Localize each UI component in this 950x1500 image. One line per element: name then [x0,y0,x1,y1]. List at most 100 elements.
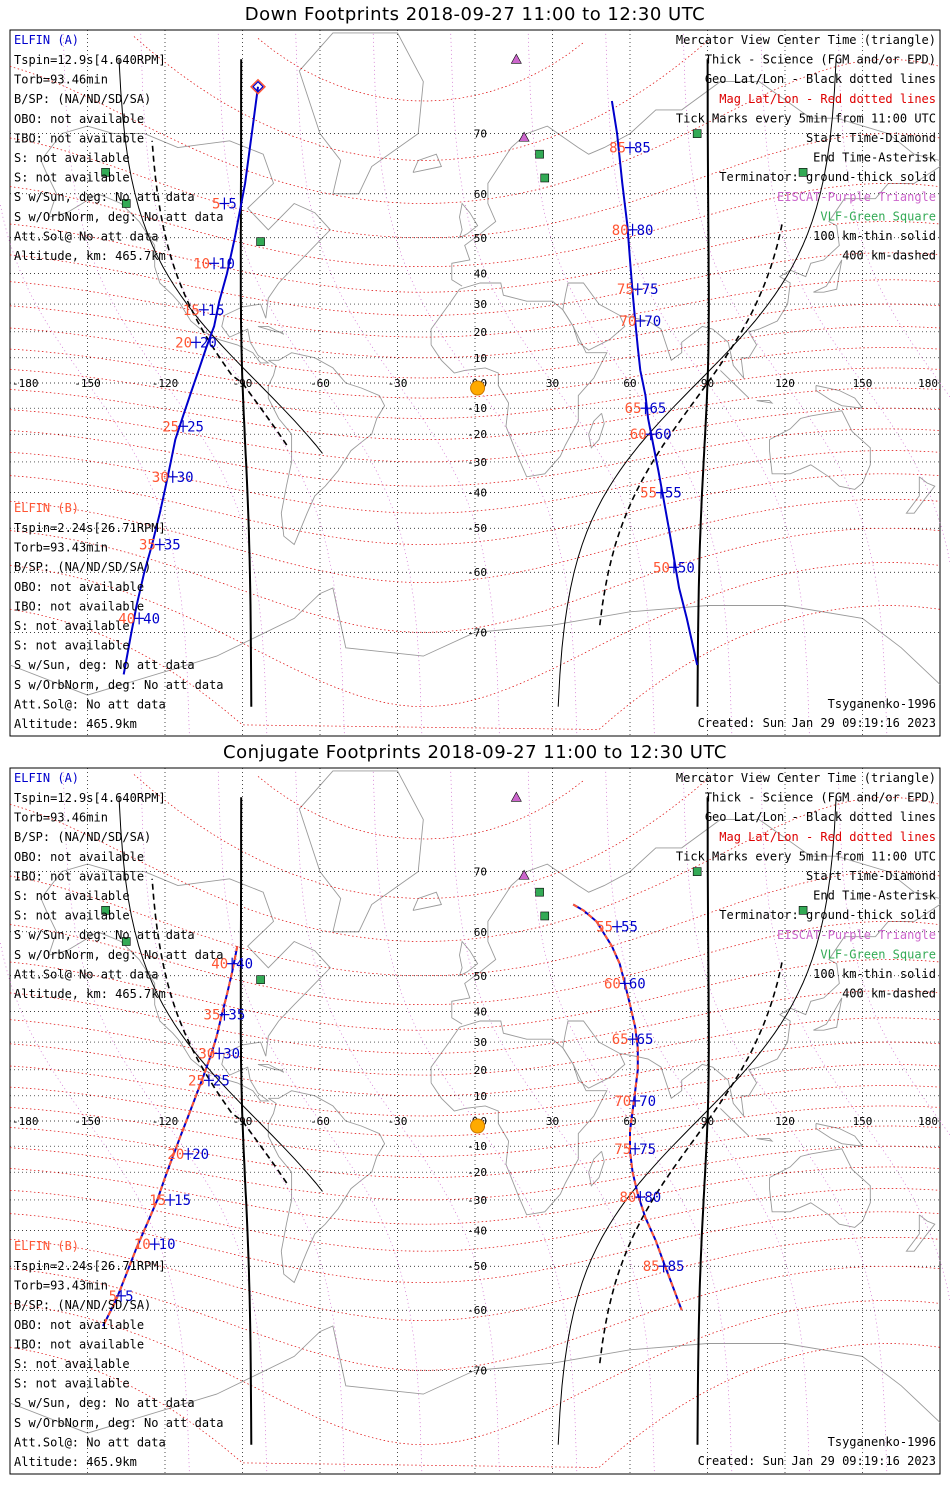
lat-tick-label: -30 [467,1194,487,1207]
mag-longitude-line [527,32,733,734]
legend-line: End Time-Asterisk [813,889,937,903]
coastline [257,325,285,335]
time-tick-label-b: 25 [162,419,179,435]
start-time-diamond [250,78,266,95]
time-tick-label-b: 75 [617,282,634,298]
terminator-100km-east [557,797,837,1445]
time-tick-label-a: 75 [642,282,659,298]
time-tick-label-a: 55 [621,920,638,936]
elfin-b-info-line: Altitude: 465.9km [14,717,137,731]
vlf-station-marker [101,906,110,915]
time-tick-label-a: 85 [634,141,651,157]
vlf-station-marker [535,887,544,897]
lon-tick-label: 150 [853,1115,873,1128]
legend-line: 400 km-dashed [842,249,936,263]
elfin-a-info-line: Att.Sol@ No att data [14,229,159,243]
legend-line: Start Time-Diamond [806,869,936,883]
legend-line: EISCAT-Purple Triangle [777,190,936,204]
lat-tick-label: -60 [467,566,487,579]
mag-latitude-line [9,279,941,338]
elfin-a-info-line: Altitude, km: 465.7km [14,249,166,263]
time-tick-label-b: 30 [152,470,169,486]
elfin-a-info-line: S w/Sun, deg: No att data [14,928,195,942]
vlf-station-marker [798,906,808,915]
coastline [9,1325,941,1434]
mag-latitude-line [9,450,941,514]
time-tick-label-a: 80 [644,1190,661,1206]
subsolar-point-marker [470,380,486,396]
elfin-a-info-line: Tspin=12.9s[4.640RPM] [14,53,166,67]
time-tick-label-a: 35 [164,538,181,554]
elfin-a-header: ELFIN (A) [14,33,79,47]
legend-line: 400 km-dashed [842,987,936,1001]
time-tick-label-b: 40 [118,611,135,627]
time-tick-label-b: 20 [167,1147,184,1163]
time-tick-label-a: 5 [125,1289,133,1305]
mag-latitude-line [9,1085,941,1137]
elfin-b-info-line: Torb=93.43min [14,1279,108,1293]
lat-tick-label: -20 [467,1166,487,1179]
time-tick-label-b: 85 [609,141,626,157]
mag-latitude-line [9,871,941,977]
coastline [298,770,424,933]
lat-tick-label: 50 [474,970,487,983]
mag-latitude-line [9,183,941,268]
elfin-a-info-line: Att.Sol@ No att data [14,967,159,981]
elfin-b-track-west [102,946,239,1327]
mag-longitude-line [62,770,268,1472]
lon-tick-label: -120 [152,377,179,390]
coastlines [9,32,941,696]
legend-line: Tick Marks every 5min from 11:00 UTC [676,111,936,125]
time-tick-label-b: 20 [175,335,192,351]
elfin-a-info-line: Tspin=12.9s[4.640RPM] [14,791,166,805]
mag-longitude-line [62,32,268,734]
legend-line: 100 km-thin solid [813,967,936,981]
legend-line: Geo Lat/Lon - Black dotted lines [705,810,936,824]
lon-tick-label: -120 [152,1115,179,1128]
terminator-100km-west [118,59,323,454]
coastline [619,166,941,380]
vlf-station-marker [692,867,702,876]
time-tick-label-a: 70 [644,314,661,330]
time-tick-label-a: 65 [637,1032,654,1048]
elfin-b-info-line: Att.Sol@: No att data [14,697,166,711]
terminator-100km-east [557,59,837,707]
time-tick-label-b: 10 [193,256,210,272]
lon-tick-label: 90 [701,377,714,390]
lat-tick-label: 40 [474,267,487,280]
coastline [905,1214,936,1252]
eiscat-station-marker [510,53,522,64]
coastline [459,202,479,239]
mag-longitude-line [372,770,578,1472]
mag-latitude-line [257,776,584,840]
legend-line: Tick Marks every 5min from 11:00 UTC [676,849,936,863]
vlf-station-marker [535,149,544,159]
time-tick-label-b: 50 [653,560,670,576]
mag-latitude-line [9,1211,941,1283]
elfin-a-info-line: S: not available [14,171,130,185]
lat-tick-label: -70 [467,1364,487,1377]
lat-tick-label: 0 [480,377,487,390]
mag-latitude-line [9,1017,941,1076]
mag-latitude-line [9,133,941,239]
lat-tick-label: 30 [474,1036,487,1049]
legend-line: Mercator View Center Time (triangle) [676,771,936,785]
coastline [756,1138,774,1142]
mag-longitude-line [372,32,578,734]
time-tick-label-b: 25 [188,1073,205,1089]
time-tick-label-a: 40 [236,957,253,973]
coastline [459,940,479,977]
elfin-b-info-line: Torb=93.43min [14,541,108,555]
mag-longitude-line [217,770,423,1472]
vlf-station-marker [798,168,808,177]
created-timestamp: Created: Sun Jan 29 09:19:16 2023 [698,716,936,730]
time-tick-label-a: 55 [665,486,682,502]
time-tick-label-b: 55 [596,920,613,936]
time-tick-label-b: 65 [625,401,642,417]
elfin-a-info-line: S w/OrbNorm, deg: No att data [14,210,224,224]
mag-latitude-line [257,38,584,102]
time-tick-label-b: 35 [204,1008,221,1024]
elfin-b-info-line: Tspin=2.24s[26.71RPM] [14,1259,166,1273]
time-tick-label-a: 70 [639,1094,656,1110]
elfin-a-info-line: Torb=93.46min [14,73,108,87]
